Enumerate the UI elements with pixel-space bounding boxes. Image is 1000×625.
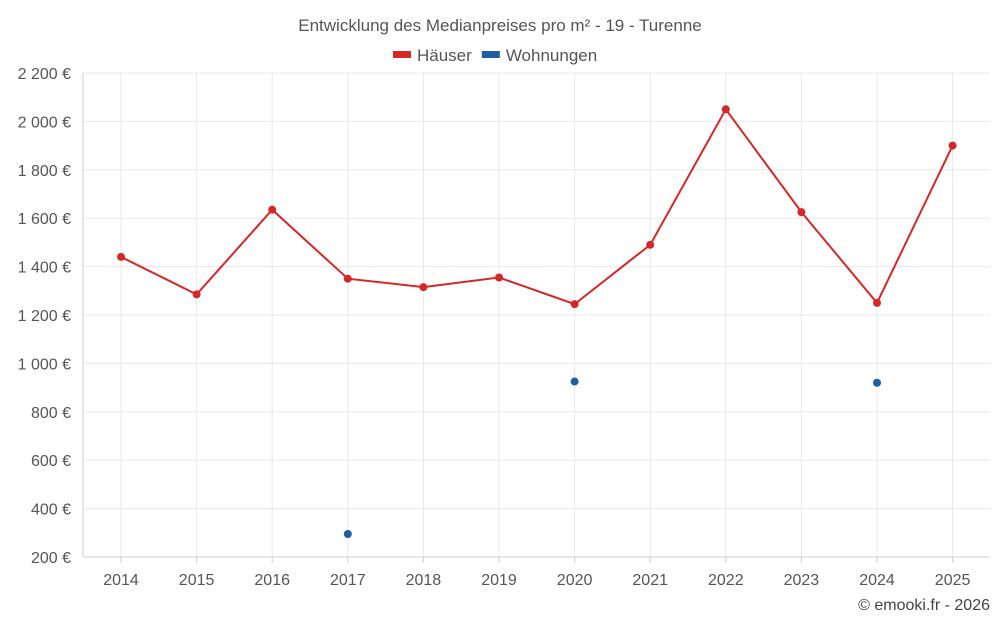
y-axis: 200 € 400 € 600 € 800 € 1 000 € 1 200 € 1 400 … <box>18 66 84 567</box>
y-tick-label: 200 € <box>31 550 71 567</box>
y-tick-label: 2 200 € <box>18 66 71 83</box>
chart-title: Entwicklung des Medianpreises pro m² - 1… <box>298 16 701 35</box>
x-tick-label: 2019 <box>481 572 517 589</box>
data-point[interactable] <box>570 300 579 309</box>
data-point[interactable] <box>873 378 881 387</box>
legend-label: Häuser <box>417 46 472 65</box>
data-point[interactable] <box>192 290 201 299</box>
x-tick-label: 2021 <box>632 572 668 589</box>
grid <box>83 72 990 558</box>
data-point[interactable] <box>117 252 125 261</box>
data-point[interactable] <box>268 205 277 214</box>
legend-item-haeuser[interactable]: Häuser <box>393 46 472 65</box>
y-tick-label: 600 € <box>31 453 71 470</box>
data-point[interactable] <box>797 208 806 217</box>
x-tick-label: 2022 <box>708 572 744 589</box>
legend-swatch <box>481 51 500 58</box>
x-tick-label: 2020 <box>557 572 593 589</box>
y-tick-label: 1 800 € <box>18 163 71 180</box>
y-tick-label: 400 € <box>31 502 71 519</box>
x-tick-label: 2024 <box>859 572 895 589</box>
footer-credit: © emooki.fr - 2026 <box>858 597 990 614</box>
series-layer <box>117 105 957 539</box>
data-point[interactable] <box>343 530 352 539</box>
data-point[interactable] <box>646 240 655 249</box>
x-tick-label: 2025 <box>935 572 971 589</box>
y-tick-label: 1 600 € <box>18 211 71 228</box>
legend-swatch <box>393 51 411 58</box>
x-tick-label: 2017 <box>330 572 366 589</box>
series-haeuser <box>117 105 957 309</box>
x-tick-label: 2014 <box>103 572 139 589</box>
data-point[interactable] <box>873 298 881 307</box>
legend-label: Wohnungen <box>506 46 597 65</box>
x-tick-label: 2023 <box>784 572 820 589</box>
series-line <box>120 107 954 306</box>
data-point[interactable] <box>419 283 428 292</box>
data-point[interactable] <box>721 105 730 114</box>
legend-item-wohnungen[interactable]: Wohnungen <box>481 46 597 65</box>
data-point[interactable] <box>948 141 957 150</box>
data-point[interactable] <box>570 377 579 386</box>
legend: Häuser Wohnungen <box>393 46 597 65</box>
x-tick-label: 2018 <box>406 572 442 589</box>
data-point[interactable] <box>495 273 503 282</box>
data-point[interactable] <box>343 274 352 283</box>
y-tick-label: 2 000 € <box>18 114 71 131</box>
y-tick-label: 1 200 € <box>18 308 71 325</box>
y-tick-label: 1 000 € <box>18 356 71 373</box>
y-tick-label: 1 400 € <box>18 260 71 277</box>
y-tick-label: 800 € <box>31 405 71 422</box>
x-tick-label: 2015 <box>179 572 215 589</box>
x-axis: 2014 2015 2016 2017 2018 2019 2020 2021 2022 2023… <box>83 556 990 589</box>
x-tick-label: 2016 <box>254 572 290 589</box>
series-wohnungen <box>343 377 881 539</box>
